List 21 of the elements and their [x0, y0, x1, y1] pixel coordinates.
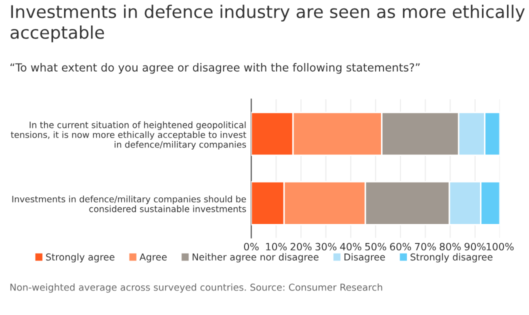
x-tick-label: 90%: [464, 242, 486, 250]
legend-label: Agree: [140, 254, 167, 262]
x-tick-label: 50%: [365, 242, 386, 250]
y-tick-label: Investments in defence/military companies should be considered sustainable investments: [12, 196, 246, 212]
x-tick-label: 100%: [486, 242, 514, 250]
legend-label: Strongly disagree: [410, 253, 492, 262]
x-tick-label: 80%: [440, 242, 461, 250]
x-tick-label: 70%: [415, 242, 436, 250]
x-tick-label: 10%: [266, 242, 287, 250]
x-tick-label: 30%: [316, 242, 336, 250]
x-tick-label: 60%: [390, 242, 412, 250]
y-tick-label: In the current situation of heightened geopolitical tensions, it is now more ethically acceptable to invest in defence/military companies: [10, 121, 246, 150]
chart-title: Investments in defence industry are seen as more ethically acceptable: [10, 4, 525, 42]
legend-label: Strongly agree: [46, 253, 114, 262]
x-tick-label: 20%: [290, 242, 312, 250]
x-tick-label: 0%: [244, 242, 259, 250]
x-tick-label: 40%: [340, 242, 362, 250]
chart-subtitle: “To what extent do you agree or disagree with the following statements?”: [10, 63, 420, 74]
legend-label: Neither agree nor disagree: [192, 253, 318, 262]
text: Non-weighted average across surveyed countries. Source: Consumer Research: [10, 284, 382, 293]
legend-label: Disagree: [344, 253, 385, 262]
